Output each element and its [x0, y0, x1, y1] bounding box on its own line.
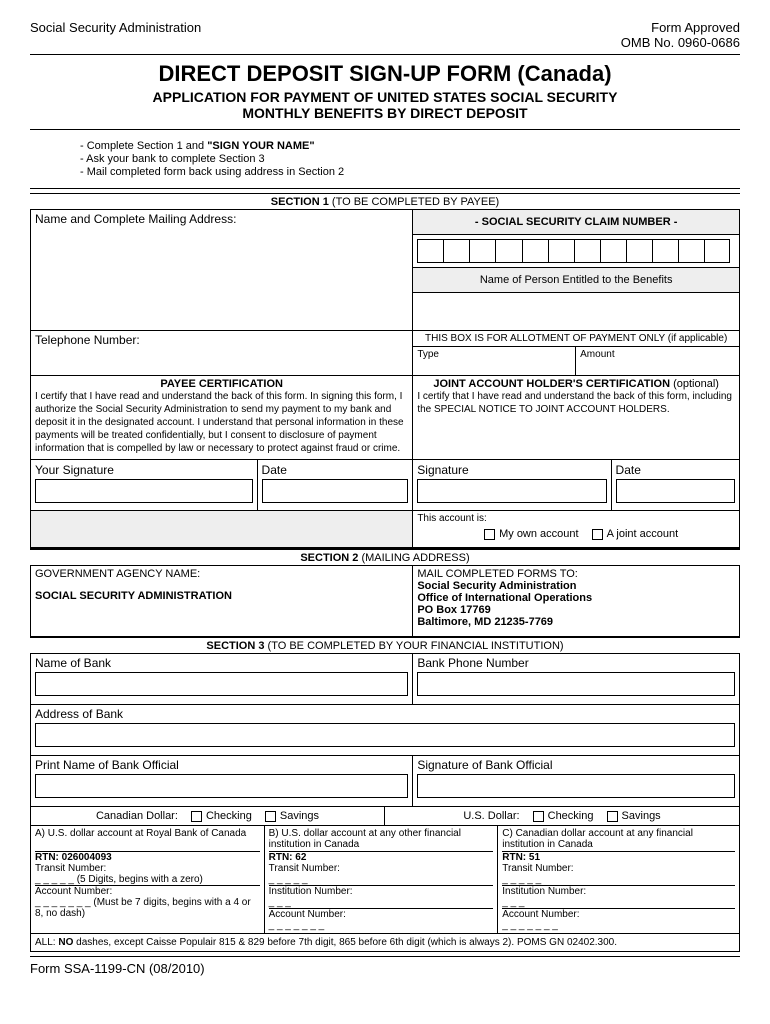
- official-name-field[interactable]: [35, 774, 408, 798]
- telephone-label: Telephone Number:: [35, 333, 408, 347]
- bank-phone-field[interactable]: [417, 672, 735, 696]
- own-account-checkbox[interactable]: [484, 529, 495, 540]
- col-a-account-line[interactable]: _ _ _ _ _ _ _ (Must be 7 digits, begins …: [35, 897, 251, 919]
- amount-label: Amount: [576, 347, 739, 375]
- form-number: Form SSA-1199-CN (08/2010): [30, 961, 740, 976]
- date-label-1: Date: [262, 463, 409, 477]
- col-b-inst-line[interactable]: _ _ _: [269, 897, 494, 909]
- gov-agency-name-label: GOVERNMENT AGENCY NAME:: [35, 568, 408, 580]
- joint-account-checkbox[interactable]: [592, 529, 603, 540]
- col-b-transit-line[interactable]: _ _ _ _ _: [269, 874, 494, 886]
- entitled-person-field[interactable]: [413, 293, 739, 315]
- col-c-rtn: RTN: 51: [502, 852, 540, 863]
- ssa-name: SOCIAL SECURITY ADMINISTRATION: [35, 590, 232, 602]
- cad-label: Canadian Dollar:: [96, 810, 178, 822]
- col-c-inst-label: Institution Number:: [502, 886, 586, 897]
- instruction-3: - Mail completed form back using address…: [80, 166, 740, 178]
- col-b-heading: B) U.S. dollar account at any other fina…: [269, 828, 494, 852]
- joint-account-label: A joint account: [607, 528, 679, 540]
- official-sig-field[interactable]: [417, 774, 735, 798]
- signature-field[interactable]: [417, 479, 606, 503]
- col-c-transit-label: Transit Number:: [502, 863, 573, 874]
- your-signature-field[interactable]: [35, 479, 253, 503]
- omb-number: OMB No. 0960-0686: [621, 35, 740, 50]
- mail-addr-4: Baltimore, MD 21235-7769: [417, 616, 553, 628]
- section1-heading-r: (TO BE COMPLETED BY PAYEE): [329, 196, 499, 208]
- account-is-label: This account is:: [417, 513, 735, 524]
- usd-savings-checkbox[interactable]: [607, 811, 618, 822]
- date-field-1[interactable]: [262, 479, 409, 503]
- col-b-inst-label: Institution Number:: [269, 886, 353, 897]
- section3-heading-b: SECTION 3: [206, 640, 264, 652]
- instruction-2: - Ask your bank to complete Section 3: [80, 153, 740, 165]
- agency-name: Social Security Administration: [30, 20, 201, 50]
- col-a-transit-label: Transit Number:: [35, 863, 106, 874]
- cad-savings-label: Savings: [280, 810, 319, 822]
- bank-name-field[interactable]: [35, 672, 408, 696]
- official-sig-label: Signature of Bank Official: [417, 758, 735, 772]
- own-account-label: My own account: [499, 528, 578, 540]
- usd-checking-checkbox[interactable]: [533, 811, 544, 822]
- joint-cert-text: I certify that I have read and understan…: [417, 390, 735, 416]
- col-b-account-label: Account Number:: [269, 909, 346, 920]
- section3-heading-r: (TO BE COMPLETED BY YOUR FINANCIAL INSTI…: [264, 640, 563, 652]
- ssn-boxes[interactable]: [413, 235, 739, 268]
- col-a-transit-line[interactable]: _ _ _ _ _ (5 Digits, begins with a zero): [35, 874, 260, 886]
- name-address-label: Name and Complete Mailing Address:: [35, 212, 408, 226]
- col-b-rtn: RTN: 62: [269, 852, 307, 863]
- mail-addr-1: Social Security Administration: [417, 580, 576, 592]
- date-field-2[interactable]: [616, 479, 735, 503]
- form-approved: Form Approved: [621, 20, 740, 35]
- bank-name-label: Name of Bank: [35, 656, 408, 670]
- instruction-1a: - Complete Section 1 and: [80, 140, 207, 152]
- bank-addr-field[interactable]: [35, 723, 735, 747]
- all-note-c: dashes, except Caisse Populair 815 & 829…: [73, 937, 617, 948]
- col-c-inst-line[interactable]: _ _ _: [502, 897, 735, 909]
- section1-heading-b: SECTION 1: [271, 196, 329, 208]
- mail-to-label: MAIL COMPLETED FORMS TO:: [417, 568, 735, 580]
- usd-checking-label: Checking: [548, 810, 594, 822]
- section2-heading-r: (MAILING ADDRESS): [358, 552, 469, 564]
- mail-addr-2: Office of International Operations: [417, 592, 592, 604]
- cad-savings-checkbox[interactable]: [265, 811, 276, 822]
- ssn-claim-label: - SOCIAL SECURITY CLAIM NUMBER -: [475, 216, 678, 228]
- joint-cert-opt: (optional): [670, 378, 719, 390]
- bank-phone-label: Bank Phone Number: [417, 656, 735, 670]
- col-c-transit-line[interactable]: _ _ _ _ _: [502, 874, 735, 886]
- usd-label: U.S. Dollar:: [463, 810, 519, 822]
- form-title: DIRECT DEPOSIT SIGN-UP FORM (Canada): [30, 61, 740, 87]
- all-note-a: ALL:: [35, 937, 58, 948]
- official-name-label: Print Name of Bank Official: [35, 758, 408, 772]
- joint-cert-heading: JOINT ACCOUNT HOLDER'S CERTIFICATION: [433, 378, 670, 390]
- allotment-label: THIS BOX IS FOR ALLOTMENT OF PAYMENT ONL…: [413, 331, 739, 347]
- all-note-b: NO: [58, 937, 73, 948]
- mail-addr-3: PO Box 17769: [417, 604, 490, 616]
- col-a-account-label: Account Number:: [35, 886, 112, 897]
- col-a-heading: A) U.S. dollar account at Royal Bank of …: [35, 828, 260, 852]
- col-a-rtn: RTN: 026004093: [35, 852, 112, 863]
- date-label-2: Date: [616, 463, 735, 477]
- instruction-1b: "SIGN YOUR NAME": [207, 140, 314, 152]
- your-signature-label: Your Signature: [35, 463, 253, 477]
- col-b-account-line[interactable]: _ _ _ _ _ _ _: [269, 920, 325, 931]
- usd-savings-label: Savings: [622, 810, 661, 822]
- entitled-person-label: Name of Person Entitled to the Benefits: [413, 268, 739, 293]
- payee-cert-heading: PAYEE CERTIFICATION: [160, 378, 283, 390]
- bank-addr-label: Address of Bank: [35, 707, 735, 721]
- type-label: Type: [413, 347, 576, 375]
- form-subtitle-2: MONTHLY BENEFITS BY DIRECT DEPOSIT: [30, 105, 740, 121]
- form-subtitle-1: APPLICATION FOR PAYMENT OF UNITED STATES…: [30, 89, 740, 105]
- col-c-account-line[interactable]: _ _ _ _ _ _ _: [502, 920, 558, 931]
- payee-cert-text: I certify that I have read and understan…: [35, 390, 408, 455]
- cad-checking-label: Checking: [206, 810, 252, 822]
- cad-checking-checkbox[interactable]: [191, 811, 202, 822]
- col-c-heading: C) Canadian dollar account at any financ…: [502, 828, 735, 852]
- col-b-transit-label: Transit Number:: [269, 863, 340, 874]
- signature-label: Signature: [417, 463, 606, 477]
- section2-heading-b: SECTION 2: [300, 552, 358, 564]
- col-c-account-label: Account Number:: [502, 909, 579, 920]
